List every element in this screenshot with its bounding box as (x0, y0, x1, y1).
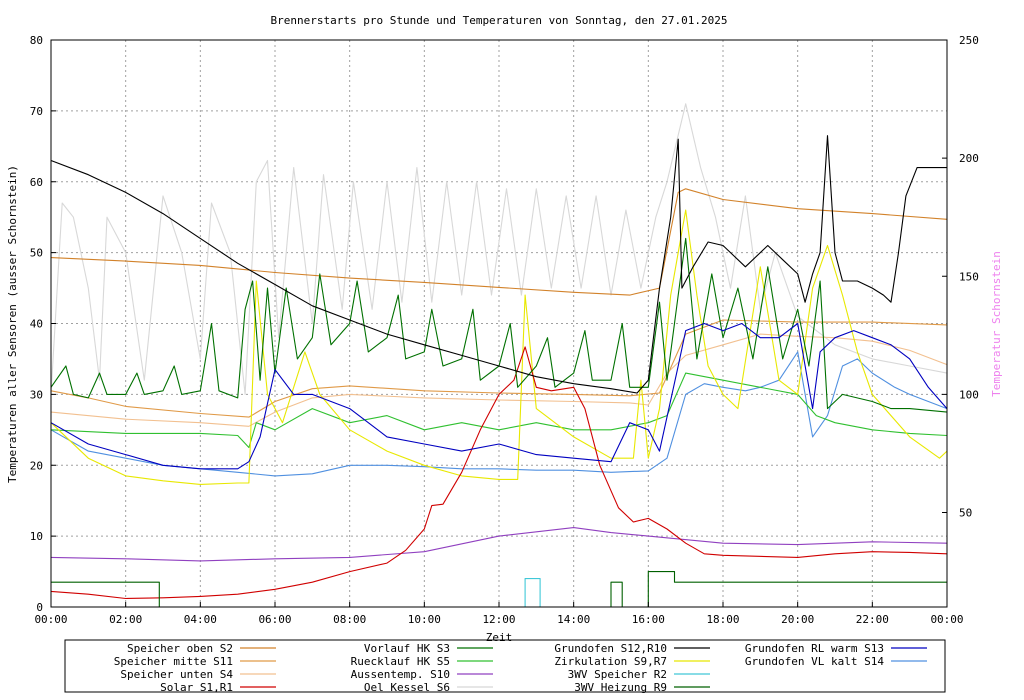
x-axis-label: Zeit (486, 631, 513, 644)
y2-tick-label: 200 (959, 152, 979, 165)
series-oel-kessel-line (50, 103, 948, 395)
y-tick-label: 70 (30, 105, 43, 118)
y-tick-label: 0 (36, 601, 43, 614)
ticks: 00:00 02:00 04:00 06:00 08:00 10:00 12:00 14:00… (30, 34, 979, 626)
series-grundofen-line (50, 135, 947, 394)
x-tick-label: 20:00 (781, 613, 814, 626)
x-tick-label: 12:00 (482, 613, 515, 626)
series-speicher-oben-line (50, 188, 948, 296)
series-3wv-heizung-line (51, 571, 947, 608)
x-tick-label: 10:00 (408, 613, 441, 626)
x-tick-label: 00:00 (930, 613, 963, 626)
y2-tick-label: 50 (959, 507, 972, 520)
legend-entry-label: Speicher mitte S11 (114, 655, 233, 668)
grid (51, 40, 947, 607)
x-tick-label: 08:00 (333, 613, 366, 626)
y2-tick-label: 100 (959, 388, 979, 401)
y2-axis-label: Temperatur Schornstein (990, 251, 1003, 397)
y-tick-label: 30 (30, 388, 43, 401)
y-tick-label: 20 (30, 459, 43, 472)
legend-entry-label: Grundofen RL warm S13 (745, 642, 884, 655)
series-layer (50, 103, 948, 608)
legend-entry-label: Solar S1,R1 (160, 681, 233, 694)
legend-entry-label: Grundofen S12,R10 (554, 642, 667, 655)
series-speicher-mitte-line (50, 319, 948, 418)
legend-entry-label: Vorlauf HK S3 (364, 642, 450, 655)
x-tick-label: 00:00 (34, 613, 67, 626)
series-grundofen-vl-kalt-line (50, 351, 948, 477)
y-tick-label: 40 (30, 318, 43, 331)
x-tick-label: 14:00 (557, 613, 590, 626)
legend-box (64, 639, 946, 693)
series-zirkulation-line (50, 209, 948, 485)
x-tick-label: 18:00 (706, 613, 739, 626)
legend-entry-label: Aussentemp. S10 (351, 668, 450, 681)
legend-entry-label: Oel Kessel S6 (364, 681, 450, 694)
series-ruecklauf-hk-line (50, 372, 948, 449)
legend-entry-label: 3WV Speicher R2 (568, 668, 667, 681)
series-grundofen-rl-warm-line (50, 322, 948, 470)
x-tick-label: 02:00 (109, 613, 142, 626)
legend-entry-label: Ruecklauf HK S5 (351, 655, 450, 668)
x-tick-label: 06:00 (258, 613, 291, 626)
y2-tick-label: 150 (959, 270, 979, 283)
y-tick-label: 80 (30, 34, 43, 47)
x-tick-label: 16:00 (632, 613, 665, 626)
x-tick-label: 22:00 (856, 613, 889, 626)
legend-entry-label: Speicher oben S2 (127, 642, 233, 655)
legend-entry-label: Grundofen VL kalt S14 (745, 655, 884, 668)
series-vorlauf-hk-line (50, 237, 948, 413)
series-aussentemp--line (50, 527, 948, 562)
legend-entry-label: Speicher unten S4 (120, 668, 233, 681)
series-solar-line (50, 346, 948, 600)
y-tick-label: 60 (30, 176, 43, 189)
series-speicher-unten-line (50, 333, 948, 427)
legend-entry-label: Zirkulation S9,R7 (554, 655, 667, 668)
legend: Speicher oben S2 Vorlauf HK S3 Grundofen S… (114, 642, 927, 694)
y2-tick-label: 250 (959, 34, 979, 47)
x-tick-label: 04:00 (184, 613, 217, 626)
y-tick-label: 50 (30, 247, 43, 260)
y-tick-label: 10 (30, 530, 43, 543)
chart-title: Brennerstarts pro Stunde und Temperature… (271, 14, 728, 27)
y-axis-label: Temperaturen aller Sensoren (ausser Scho… (6, 165, 19, 483)
legend-entry-label: 3WV Heizung R9 (574, 681, 667, 694)
